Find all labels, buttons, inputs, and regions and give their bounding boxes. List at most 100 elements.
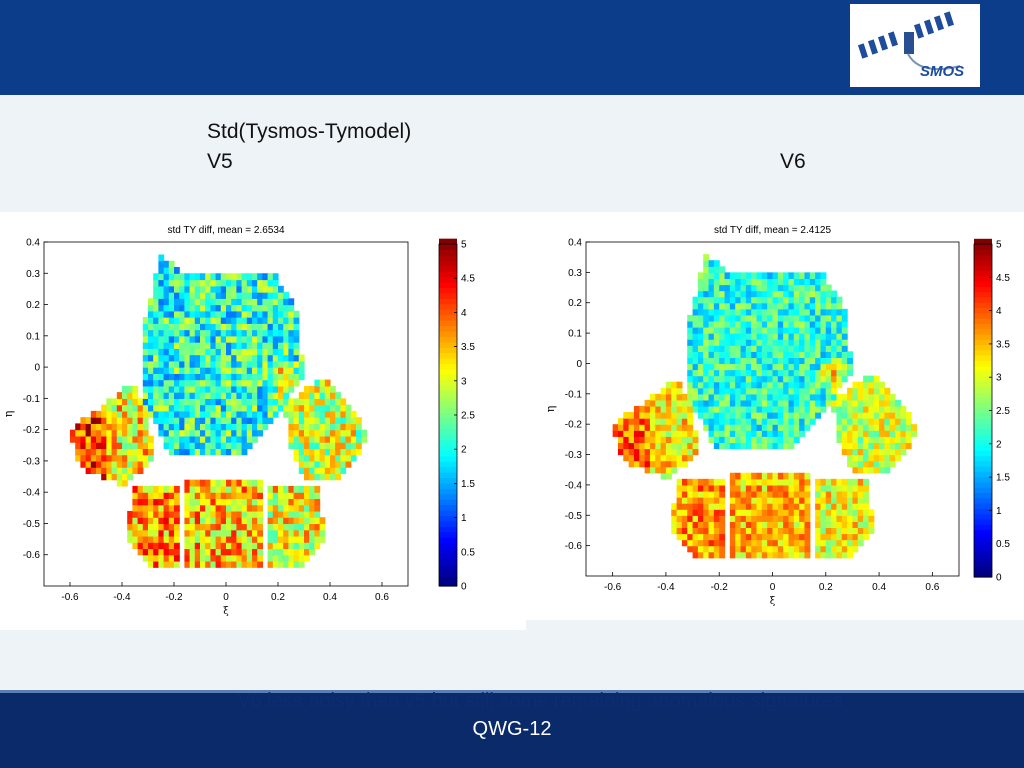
field-cell [825, 369, 832, 377]
field-cell [804, 284, 811, 292]
field-cell [158, 285, 165, 293]
field-cell [847, 509, 854, 516]
field-cell [231, 498, 237, 506]
field-cell [799, 533, 806, 541]
field-cell [85, 423, 92, 431]
field-cell [184, 560, 191, 568]
field-cell [831, 478, 838, 486]
field-cell [852, 478, 859, 486]
field-cell [215, 317, 222, 324]
field-cell [246, 323, 253, 331]
field-cell [708, 412, 715, 419]
field-cell [745, 490, 752, 498]
field-cell [703, 545, 710, 553]
field-cell [900, 436, 907, 443]
field-cell [655, 412, 662, 419]
field-cell [205, 323, 211, 331]
field-cell [70, 429, 76, 437]
field-cell [756, 308, 763, 316]
field-cell [671, 448, 678, 456]
field-cell [278, 404, 284, 412]
field-cell [330, 429, 336, 437]
field-cell [252, 492, 258, 500]
field-cell [847, 460, 854, 468]
field-cell [735, 278, 742, 286]
field-cell [671, 387, 678, 395]
field-cell [756, 412, 763, 419]
field-cell [179, 329, 185, 337]
field-cell [772, 284, 779, 292]
field-cell [174, 342, 180, 349]
colorbar-segment [439, 260, 457, 267]
field-cell [841, 533, 848, 541]
field-cell [184, 354, 191, 362]
field-cell [267, 517, 274, 525]
field-cell [825, 503, 832, 510]
field-cell [660, 387, 667, 395]
field-cell [226, 404, 232, 412]
field-cell [267, 348, 274, 356]
field-cell [676, 399, 683, 407]
field-cell [857, 490, 864, 498]
field-cell [788, 405, 795, 413]
field-cell [184, 535, 191, 543]
field-cell [671, 418, 678, 425]
field-cell [820, 369, 827, 377]
colorbar-segment [439, 385, 457, 392]
field-cell [809, 302, 816, 310]
field-cell [799, 381, 806, 389]
field-cell [298, 410, 305, 418]
field-cell [836, 521, 843, 529]
field-cell [857, 527, 864, 535]
colorbar-segment [974, 492, 992, 499]
field-cell [628, 460, 635, 468]
field-cell [809, 387, 816, 395]
field-cell [708, 327, 715, 334]
field-cell [719, 351, 726, 358]
field-cell [841, 314, 848, 322]
field-cell [304, 498, 310, 506]
field-cell [788, 278, 795, 286]
field-cell [660, 430, 667, 437]
field-cell [267, 342, 274, 349]
field-cell [309, 542, 315, 550]
field-cell [278, 379, 284, 387]
field-cell [153, 273, 159, 281]
field-cell [293, 335, 300, 343]
field-cell [692, 327, 699, 334]
field-cell [783, 327, 790, 334]
field-cell [148, 542, 154, 550]
field-cell [116, 479, 123, 487]
field-cell [330, 467, 336, 475]
field-cell [852, 442, 859, 450]
field-cell [304, 485, 310, 493]
field-cell [841, 430, 848, 437]
field-cell [761, 533, 768, 541]
field-cell [729, 442, 736, 450]
field-cell [788, 345, 795, 352]
field-cell [324, 404, 331, 412]
field-cell [194, 342, 201, 349]
field-cell [163, 273, 170, 281]
field-cell [719, 296, 726, 304]
field-cell [236, 417, 243, 424]
field-cell [184, 285, 191, 293]
field-cell [729, 333, 736, 340]
field-cell [905, 430, 912, 437]
field-cell [158, 429, 165, 437]
colorbar-segment [974, 481, 992, 488]
field-cell [309, 460, 315, 468]
field-cell [252, 298, 258, 306]
field-cell [852, 533, 859, 541]
field-cell [309, 454, 315, 462]
field-cell [163, 342, 170, 349]
field-cell [184, 385, 191, 393]
field-cell [252, 560, 258, 568]
chart-v5: std TY diff, mean = 2.6534 -0.6 -0.4 -0.2 0 0… [0, 212, 526, 630]
field-cell [246, 498, 253, 506]
field-cell [665, 460, 672, 468]
field-cell [868, 515, 875, 522]
field-cell [184, 342, 191, 349]
field-cell [751, 515, 758, 522]
colorbar-segment [974, 265, 992, 272]
